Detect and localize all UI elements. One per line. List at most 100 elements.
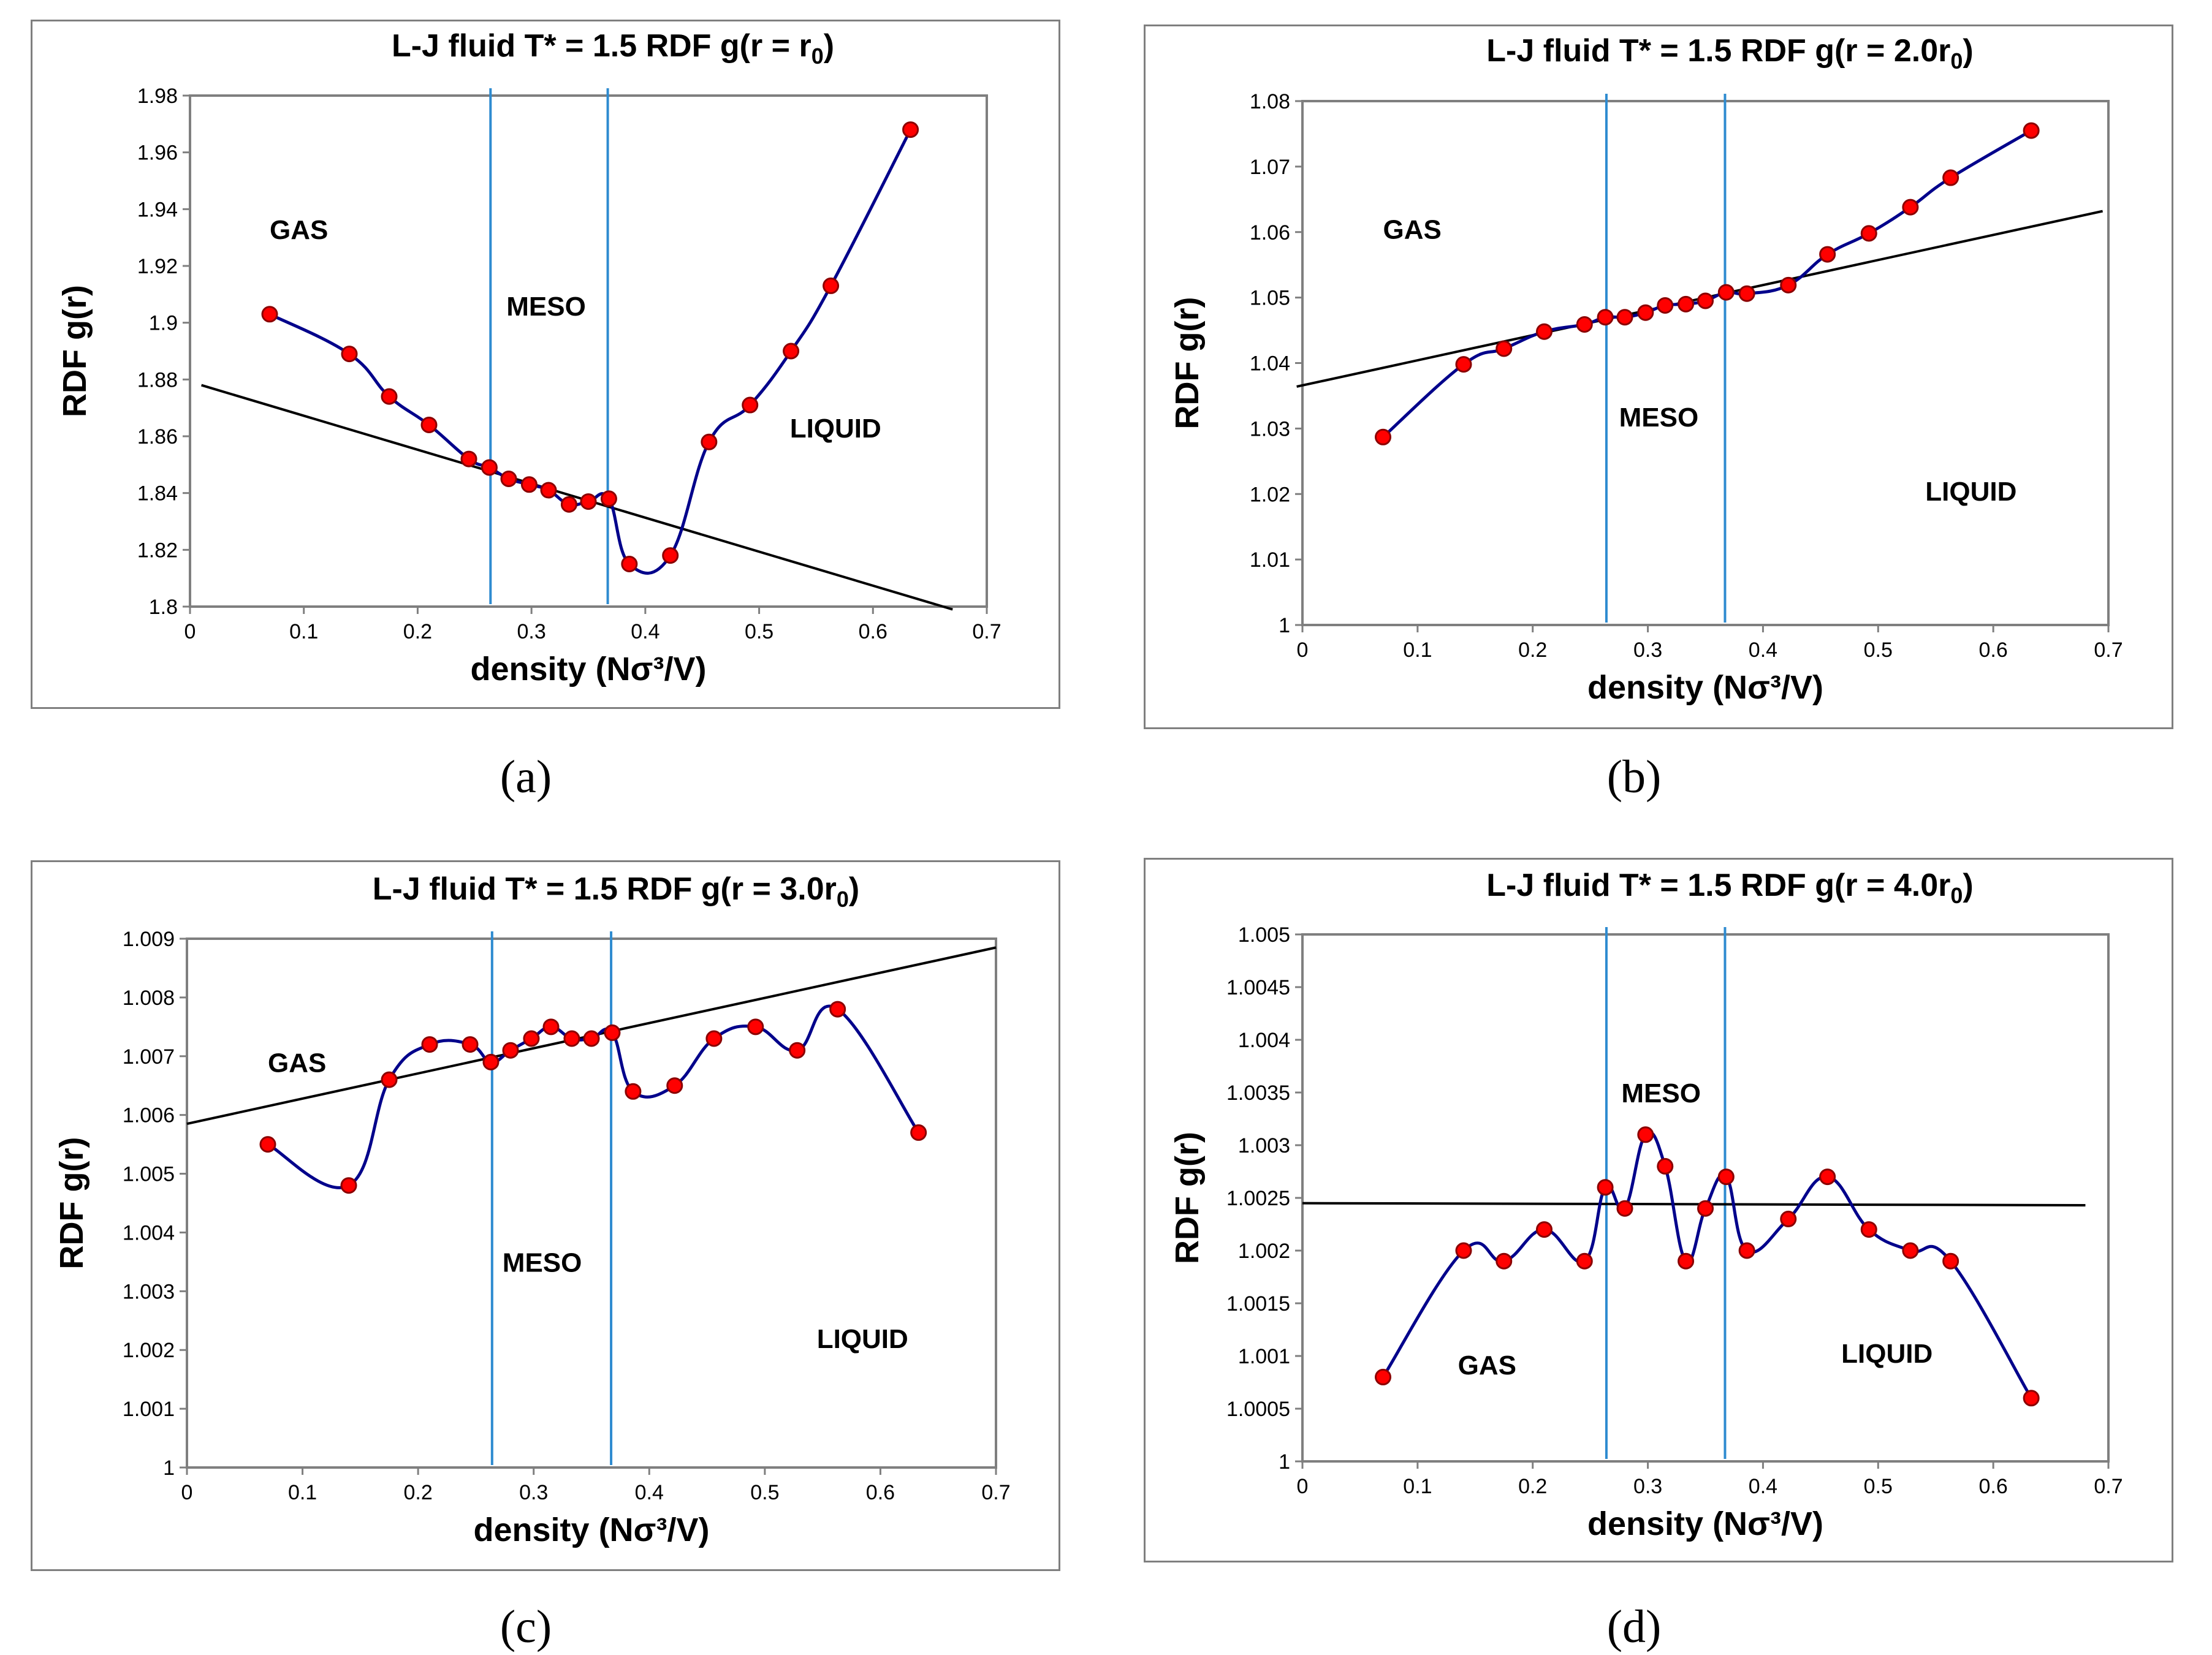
- x-tick-label: 0.1: [289, 620, 318, 643]
- data-point: [2023, 122, 2040, 139]
- x-tick-label: 0.2: [404, 1481, 433, 1504]
- y-tick-label: 1.04: [1250, 352, 1290, 376]
- x-tick-label: 0: [184, 620, 196, 643]
- x-tick-label: 0.7: [972, 620, 1001, 643]
- y-tick-label: 1.03: [1250, 417, 1290, 441]
- y-tick-label: 1.92: [137, 255, 178, 278]
- y-tick-label: 1.0005: [1226, 1398, 1290, 1421]
- data-point: [1697, 292, 1714, 309]
- x-tick-label: 0.6: [859, 620, 887, 643]
- data-point: [1819, 1168, 1836, 1186]
- data-point: [1536, 1221, 1553, 1238]
- y-tick-label: 1.0045: [1226, 976, 1290, 999]
- y-tick-label: 1: [1279, 614, 1290, 637]
- x-tick-label: 0.4: [1749, 638, 1777, 662]
- y-tick-label: 1.004: [1238, 1029, 1290, 1052]
- chart-title: L-J fluid T* = 1.5 RDF g(r = 3.0r0): [373, 871, 859, 912]
- data-point: [1657, 1157, 1674, 1175]
- y-tick-label: 1.0025: [1226, 1187, 1290, 1210]
- data-point: [502, 1042, 519, 1059]
- x-tick-label: 0: [181, 1481, 193, 1504]
- x-tick-label: 0.6: [1979, 638, 2008, 662]
- region-label: GAS: [1383, 214, 1442, 244]
- region-label: LIQUID: [1925, 477, 2016, 507]
- y-tick-label: 1.0035: [1226, 1081, 1290, 1105]
- data-point: [1717, 1168, 1735, 1186]
- region-label: MESO: [506, 292, 586, 322]
- data-point: [1738, 1242, 1755, 1259]
- data-point: [902, 121, 919, 138]
- data-point: [662, 547, 679, 564]
- y-tick-label: 1.004: [123, 1221, 175, 1244]
- region-label: LIQUID: [1841, 1339, 1933, 1369]
- data-point: [1678, 1252, 1695, 1270]
- y-tick-label: 1.94: [137, 198, 178, 221]
- data-point: [261, 306, 278, 323]
- data-point: [1637, 1126, 1654, 1143]
- y-tick-label: 1.005: [1238, 923, 1290, 947]
- chart-title: L-J fluid T* = 1.5 RDF g(r = 4.0r0): [1486, 868, 1973, 908]
- data-point: [340, 1177, 357, 1194]
- x-tick-label: 0.1: [1403, 638, 1432, 662]
- data-point: [462, 1036, 479, 1053]
- y-tick-label: 1.002: [1238, 1240, 1290, 1263]
- chart-d: L-J fluid T* = 1.5 RDF g(r = 4.0r0) 0 0.1 0…: [1169, 868, 2123, 1542]
- chart-frame: [1144, 858, 2173, 1562]
- y-tick-label: 1.003: [123, 1280, 175, 1303]
- data-point: [1576, 316, 1593, 333]
- y-tick-label: 1.006: [123, 1104, 175, 1127]
- data-point: [1819, 246, 1836, 263]
- data-point: [1375, 1368, 1391, 1385]
- data-point: [1860, 1221, 1877, 1238]
- region-label: LIQUID: [817, 1324, 908, 1354]
- data-point: [1455, 1242, 1472, 1259]
- plot-area: [1301, 100, 2110, 626]
- data-point: [341, 346, 358, 363]
- data-point: [523, 1030, 540, 1047]
- y-tick-label: 1.007: [123, 1045, 175, 1069]
- x-tick-label: 0.5: [745, 620, 773, 643]
- data-point: [1780, 1210, 1797, 1227]
- data-point: [1616, 1200, 1633, 1217]
- panel-b: L-J fluid T* = 1.5 RDF g(r = 2.0r0) 0 0.1 0…: [1103, 0, 2212, 827]
- region-label: MESO: [1621, 1078, 1701, 1108]
- trend-line: [200, 384, 953, 611]
- data-point: [604, 1024, 621, 1041]
- data-point: [1536, 323, 1553, 340]
- plot-area: [189, 94, 988, 608]
- panel-label: (b): [1606, 751, 1662, 803]
- chart-frame: [31, 860, 1060, 1571]
- data-point: [1597, 1179, 1614, 1196]
- data-point: [420, 416, 438, 433]
- x-tick-label: 0.7: [2094, 1475, 2123, 1498]
- data-point: [1902, 1242, 1919, 1259]
- y-tick-label: 1.001: [1238, 1345, 1290, 1368]
- data-point: [1697, 1200, 1714, 1217]
- x-axis-label: density (Nσ³/V): [471, 651, 707, 687]
- x-tick-label: 0: [1297, 1475, 1309, 1498]
- data-point: [1375, 428, 1391, 445]
- chart-frame: [31, 20, 1060, 709]
- y-axis-label: RDF g(r): [1169, 1132, 1206, 1264]
- region-label: MESO: [503, 1248, 582, 1278]
- data-point: [742, 396, 759, 414]
- region-label: MESO: [1619, 403, 1699, 433]
- chart-c: L-J fluid T* = 1.5 RDF g(r = 3.0r0) 0 0.1 0…: [53, 871, 1011, 1548]
- x-tick-label: 0.1: [1403, 1475, 1432, 1498]
- y-tick-label: 1.02: [1250, 483, 1290, 506]
- data-point: [381, 388, 398, 405]
- data-point: [542, 1018, 560, 1036]
- y-tick-label: 1.84: [137, 482, 178, 506]
- plot-area: [186, 937, 997, 1469]
- data-point: [783, 343, 800, 360]
- data-point: [600, 490, 617, 507]
- y-tick-label: 1.005: [123, 1163, 175, 1186]
- chart-title: L-J fluid T* = 1.5 RDF g(r = r0): [392, 28, 834, 69]
- chart-title: L-J fluid T* = 1.5 RDF g(r = 2.0r0): [1486, 33, 1973, 74]
- y-tick-label: 1.001: [123, 1398, 175, 1421]
- y-tick-label: 1.86: [137, 425, 178, 449]
- data-point: [259, 1136, 276, 1153]
- y-tick-label: 1.88: [137, 368, 178, 392]
- series-line: [1382, 129, 2032, 439]
- y-axis-label: RDF g(r): [56, 285, 93, 417]
